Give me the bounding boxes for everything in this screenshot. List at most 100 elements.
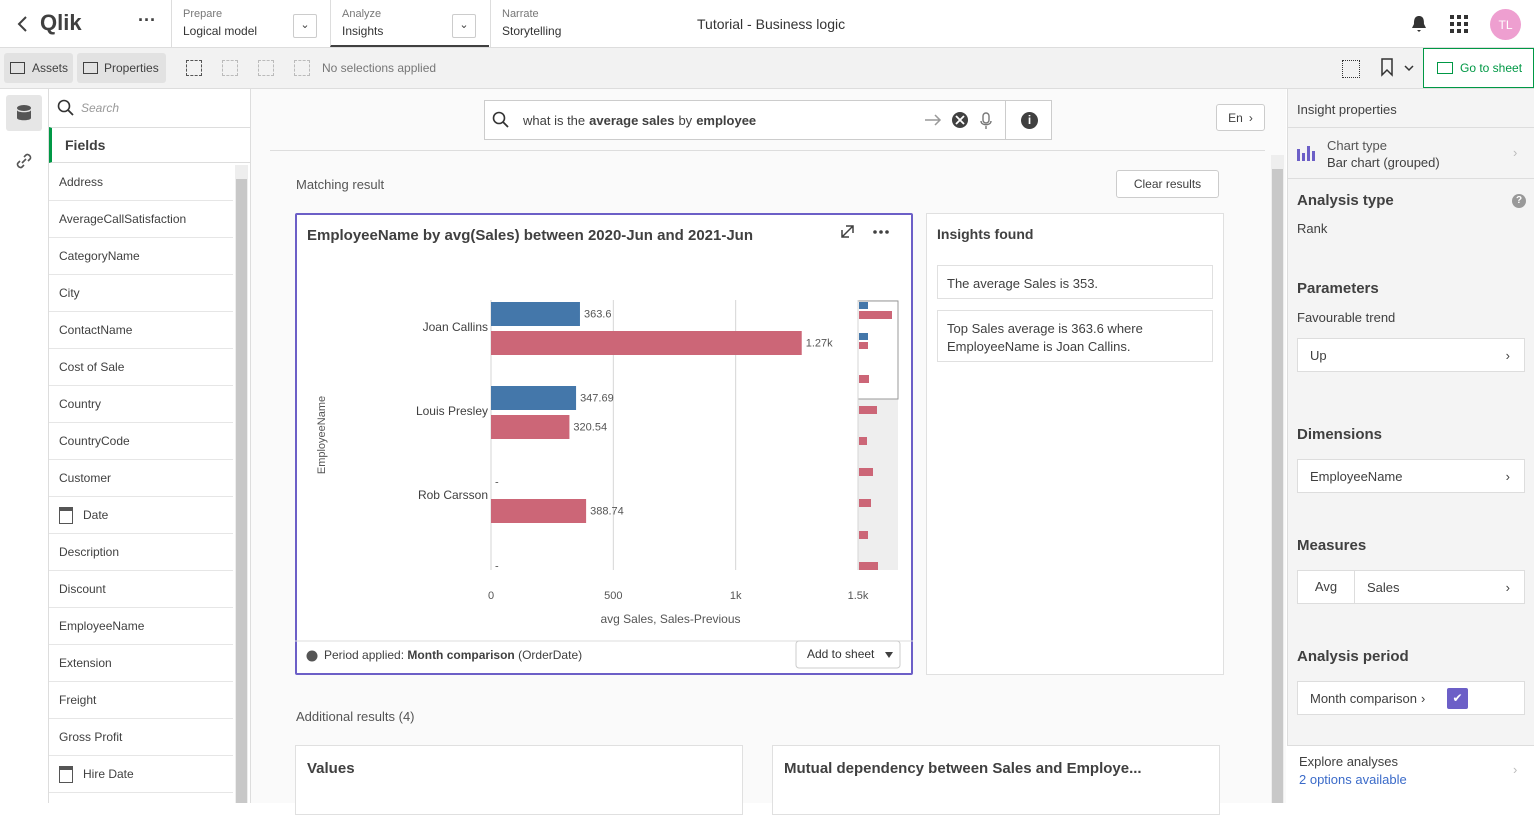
- tab[interactable]: [490, 0, 650, 47]
- search-query: what is the average sales by employee: [523, 113, 756, 128]
- assets-button[interactable]: Assets: [4, 53, 73, 83]
- field-item[interactable]: Discount: [49, 571, 233, 608]
- scroll-thumb[interactable]: [236, 179, 247, 803]
- clear-results[interactable]: Clear results: [1116, 170, 1219, 198]
- back-button[interactable]: [16, 15, 30, 33]
- label: En: [1228, 110, 1243, 125]
- minimap-bars: [859, 302, 892, 570]
- field-item[interactable]: Freight: [49, 682, 233, 719]
- chart-title: EmployeeName by avg(Sales) between 2020-…: [307, 227, 753, 244]
- add-to-sheet-label: Add to sheet: [807, 647, 875, 661]
- bar: [491, 499, 587, 523]
- clear-all[interactable]: [294, 60, 310, 76]
- divider: [1287, 127, 1534, 128]
- link-tab[interactable]: [15, 152, 33, 170]
- dimension-item[interactable]: EmployeeName ›: [1297, 459, 1525, 493]
- more-menu[interactable]: [873, 230, 889, 234]
- properties-button[interactable]: Properties: [77, 53, 166, 83]
- result-card[interactable]: [295, 745, 743, 815]
- help[interactable]: ?: [1512, 194, 1526, 208]
- toolbar: [0, 48, 1534, 89]
- icon: [1437, 62, 1453, 74]
- field-item[interactable]: Address: [49, 164, 233, 201]
- scrollbar[interactable]: [1271, 155, 1284, 803]
- trend-selector[interactable]: Up ›: [1297, 338, 1525, 372]
- search-actions[interactable]: [922, 110, 1002, 130]
- period-field: (OrderDate): [518, 648, 582, 662]
- period-label: Analysis period: [1297, 648, 1409, 665]
- chevron: ›: [1513, 762, 1518, 777]
- value-label: 320.54: [573, 421, 607, 433]
- additional-heading: Additional results (4): [296, 709, 415, 724]
- add-to-sheet[interactable]: [795, 640, 901, 669]
- info-button[interactable]: i: [1005, 100, 1053, 140]
- field-search[interactable]: Search: [81, 101, 120, 115]
- explore-label: Explore analyses: [1299, 754, 1398, 769]
- forward-step[interactable]: [258, 60, 274, 76]
- field-item[interactable]: Cost of Sale: [49, 349, 233, 386]
- insight: Top Sales average is 363.6 where Employe…: [937, 310, 1213, 362]
- menu[interactable]: ···: [138, 10, 156, 30]
- tab-dropdown[interactable]: ⌄: [293, 14, 317, 38]
- field-name: Gross Profit: [59, 730, 123, 744]
- field-item[interactable]: Extension: [49, 645, 233, 682]
- checkbox[interactable]: ✔: [1447, 688, 1468, 709]
- notifications[interactable]: [1410, 15, 1428, 33]
- period-selector[interactable]: Month comparison › ✔: [1297, 681, 1525, 715]
- side-strip: [0, 89, 49, 803]
- top-bar: [0, 0, 1534, 48]
- go-to-sheet[interactable]: Go to sheet: [1423, 48, 1534, 88]
- period-label: Period applied:: [324, 648, 404, 662]
- trend-label: Favourable trend: [1297, 310, 1396, 325]
- bar: [491, 302, 580, 326]
- fields-heading[interactable]: Fields: [49, 127, 250, 163]
- chart: EmployeeName by avg(Sales) between 2020-…: [295, 225, 913, 669]
- result-card[interactable]: [772, 745, 1220, 815]
- apps[interactable]: [1450, 15, 1468, 33]
- selection-tool[interactable]: [186, 60, 202, 76]
- chart-type[interactable]: Bar chart (grouped): [1327, 155, 1440, 170]
- avatar[interactable]: TL: [1490, 9, 1521, 40]
- bookmarks[interactable]: [1380, 58, 1416, 78]
- explore[interactable]: [1287, 745, 1534, 804]
- sheet-grid[interactable]: [1342, 60, 1360, 78]
- tab-dropdown[interactable]: ⌄: [452, 14, 476, 38]
- tab-label: Narrate: [502, 8, 539, 20]
- chart-card[interactable]: [295, 213, 913, 675]
- tab[interactable]: [330, 0, 489, 47]
- field-item[interactable]: AverageCallSatisfaction: [49, 201, 233, 238]
- field-item[interactable]: Date: [49, 497, 233, 534]
- field-item[interactable]: EmployeeName: [49, 608, 233, 645]
- icon: [83, 62, 98, 74]
- field-item[interactable]: City: [49, 275, 233, 312]
- field-item[interactable]: CountryCode: [49, 423, 233, 460]
- field-name: CountryCode: [59, 434, 130, 448]
- scroll-thumb[interactable]: [1272, 169, 1283, 803]
- expand[interactable]: [841, 225, 854, 238]
- field-item[interactable]: Description: [49, 534, 233, 571]
- x-tick-label: 1k: [730, 590, 742, 602]
- query-part: employee: [696, 113, 757, 128]
- field-item[interactable]: ContactName: [49, 312, 233, 349]
- measure-item[interactable]: Avg Sales ›: [1297, 570, 1525, 604]
- measures-label: Measures: [1297, 537, 1367, 554]
- field-item[interactable]: Gross Profit: [49, 719, 233, 756]
- back-step[interactable]: [222, 60, 238, 76]
- tab[interactable]: [171, 0, 331, 47]
- field-item[interactable]: Hire Date: [49, 756, 233, 793]
- field-item[interactable]: CategoryName: [49, 238, 233, 275]
- explore-options[interactable]: 2 options available: [1299, 772, 1407, 787]
- chevron: ›: [1513, 145, 1518, 160]
- field-item[interactable]: Country: [49, 386, 233, 423]
- field-item[interactable]: Customer: [49, 460, 233, 497]
- chart-type-label: Chart type: [1327, 138, 1387, 153]
- scrollbar[interactable]: [235, 165, 248, 803]
- field-name: ContactName: [59, 323, 133, 337]
- bar: [491, 386, 577, 410]
- calendar-icon: [59, 506, 73, 524]
- label: Properties: [104, 61, 159, 75]
- language-button[interactable]: En ›: [1216, 104, 1265, 131]
- field-name: Date: [83, 508, 109, 522]
- period-info: Period applied: Month comparison (OrderD…: [324, 648, 582, 662]
